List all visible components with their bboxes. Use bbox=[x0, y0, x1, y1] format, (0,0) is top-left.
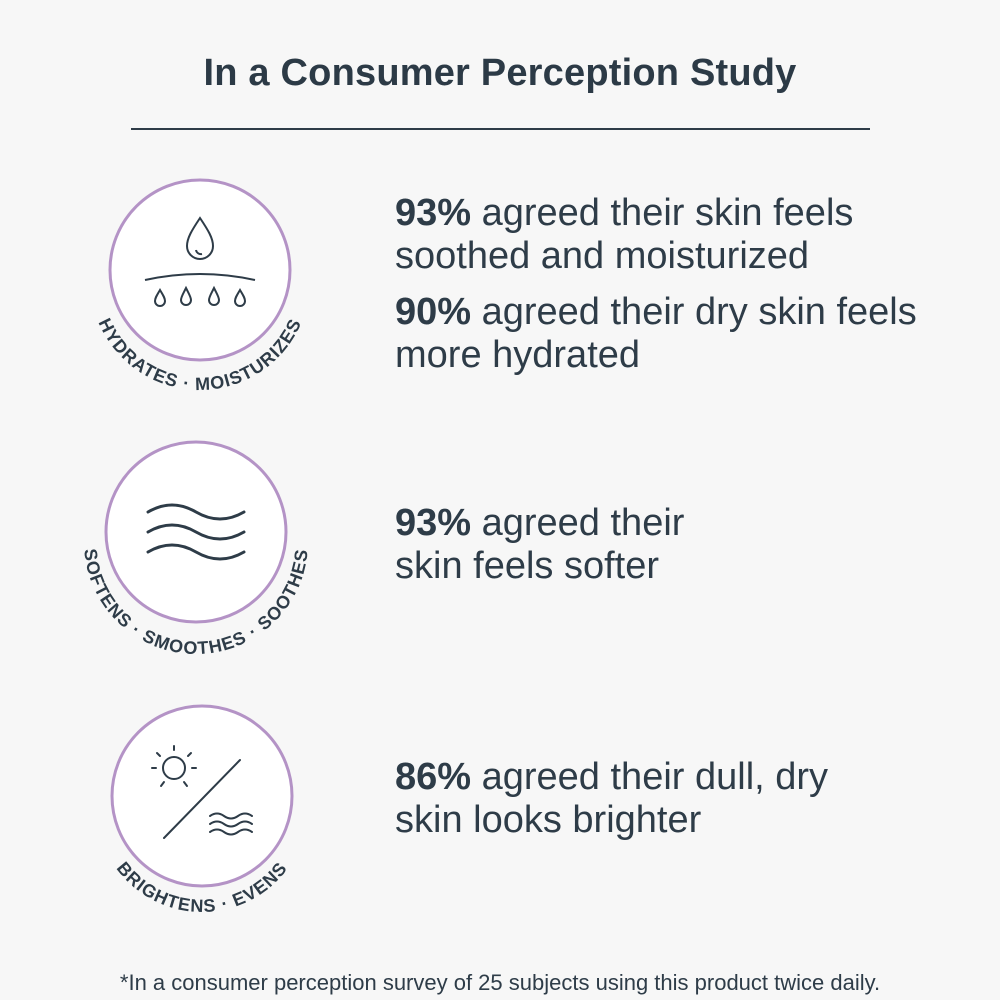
hydrates-badge-graphic: HYDRATES · MOISTURIZES bbox=[95, 178, 304, 394]
stat-hydrated: 90% agreed their dry skin feels more hyd… bbox=[395, 291, 975, 377]
page-title: In a Consumer Perception Study bbox=[203, 52, 797, 94]
stat-percent: 93% bbox=[395, 192, 472, 234]
stat-text: agreed their skin feels soothed and mois… bbox=[395, 192, 854, 277]
stat-brighter: 86% agreed their dull, dry skin looks br… bbox=[395, 756, 835, 842]
badge-brightens: BRIGHTENS · EVENS bbox=[72, 676, 332, 936]
stat-percent: 93% bbox=[395, 502, 472, 544]
softens-badge-graphic: SOFTENS · SMOOTHES · SOOTHES bbox=[80, 440, 311, 658]
water-drops-icon bbox=[144, 216, 256, 307]
badge-ring bbox=[108, 178, 292, 362]
badge-ring bbox=[110, 704, 294, 888]
sun-slash-waves-icon bbox=[151, 745, 253, 839]
stat-text: agreed their dull, dry skin looks bright… bbox=[395, 756, 829, 841]
footnote: *In a consumer perception survey of 25 s… bbox=[119, 970, 881, 995]
stat-percent: 90% bbox=[395, 291, 472, 333]
stat-text: agreed their skin feels softer bbox=[395, 502, 685, 587]
badge-softens: SOFTENS · SMOOTHES · SOOTHES bbox=[66, 412, 326, 672]
stat-softer: 93% agreed their skin feels softer bbox=[395, 502, 735, 588]
waves-icon bbox=[146, 503, 246, 561]
title-divider bbox=[131, 128, 870, 130]
stat-percent: 86% bbox=[395, 756, 472, 798]
stat-text: agreed their dry skin feels more hydrate… bbox=[395, 291, 917, 376]
brightens-badge-graphic: BRIGHTENS · EVENS bbox=[110, 704, 294, 916]
badge-hydrates: HYDRATES · MOISTURIZES bbox=[70, 150, 330, 410]
stat-soothed: 93% agreed their skin feels soothed and … bbox=[395, 192, 975, 278]
